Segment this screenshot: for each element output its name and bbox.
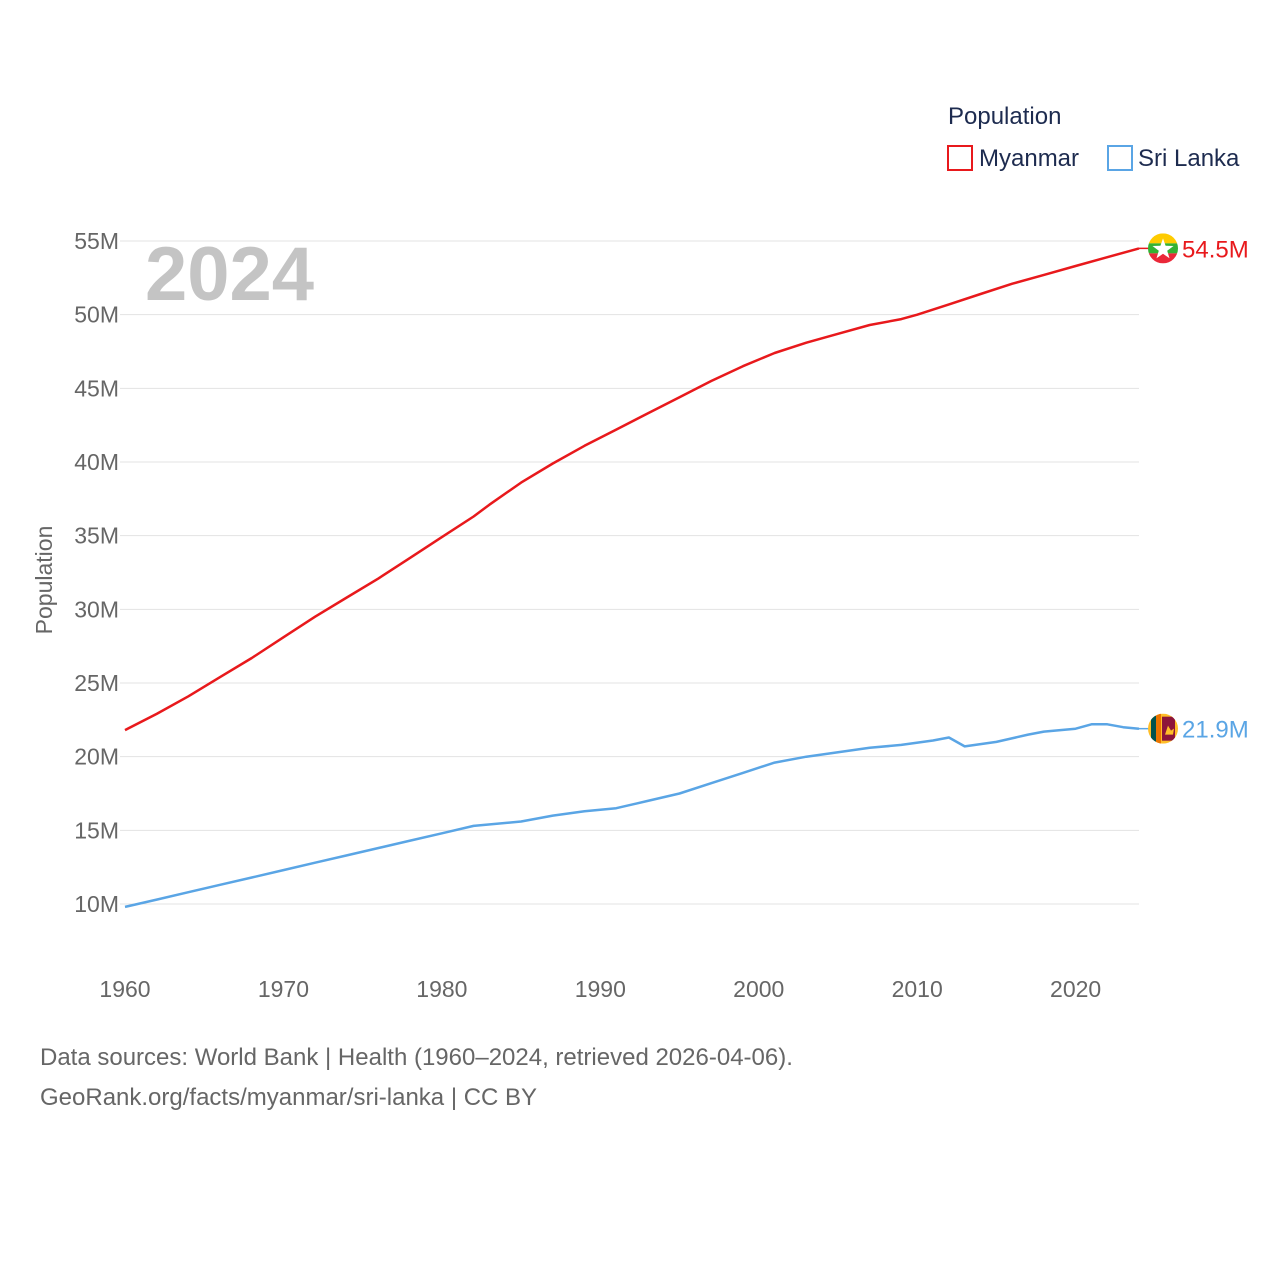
legend-label-myanmar[interactable]: Myanmar (979, 145, 1079, 172)
y-tick-label: 50M (74, 302, 119, 328)
year-watermark: 2024 (145, 232, 314, 317)
gridlines (120, 240, 1139, 905)
x-tick-label: 2020 (1050, 976, 1101, 1002)
end-label-myanmar: 54.5M (1182, 236, 1249, 263)
series-line-sri-lanka[interactable] (124, 723, 1140, 909)
y-tick-label: 35M (74, 523, 119, 549)
y-tick-label: 10M (74, 891, 119, 917)
x-tick-label: 2000 (733, 976, 784, 1002)
x-tick-label: 1960 (99, 976, 150, 1002)
series-lines (124, 247, 1140, 909)
x-tick-label: 1980 (416, 976, 467, 1002)
y-axis-ticks: 10M 15M 20M 25M 30M 35M 40M 45M 50M 55M (74, 228, 119, 917)
x-axis-ticks: 1960 1970 1980 1990 2000 2010 2020 (99, 976, 1101, 1002)
y-tick-label: 40M (74, 449, 119, 475)
x-tick-label: 1990 (575, 976, 626, 1002)
y-tick-label: 30M (74, 596, 119, 622)
legend-swatch-sri-lanka[interactable] (1107, 145, 1133, 171)
y-tick-label: 45M (74, 375, 119, 401)
legend-swatch-myanmar[interactable] (947, 145, 973, 171)
y-tick-label: 55M (74, 228, 119, 254)
legend: Population Myanmar Sri Lanka (947, 103, 1240, 172)
end-label-sri-lanka: 21.9M (1182, 717, 1249, 744)
x-tick-label: 2010 (892, 976, 943, 1002)
legend-label-sri-lanka[interactable]: Sri Lanka (1138, 145, 1240, 172)
sri-lanka-flag-icon (1148, 713, 1178, 744)
series-line-myanmar[interactable] (124, 247, 1140, 732)
y-axis-label: Population (31, 526, 57, 635)
y-tick-label: 25M (74, 670, 119, 696)
legend-title: Population (948, 103, 1061, 130)
myanmar-flag-icon (1148, 233, 1178, 264)
y-tick-label: 15M (74, 817, 119, 843)
y-tick-label: 20M (74, 744, 119, 770)
x-tick-label: 1970 (258, 976, 309, 1002)
footer-attribution: GeoRank.org/facts/myanmar/sri-lanka | CC… (40, 1084, 538, 1111)
footer-sources: Data sources: World Bank | Health (1960–… (40, 1044, 793, 1071)
end-markers: 54.5M 21.9M (1139, 233, 1249, 744)
